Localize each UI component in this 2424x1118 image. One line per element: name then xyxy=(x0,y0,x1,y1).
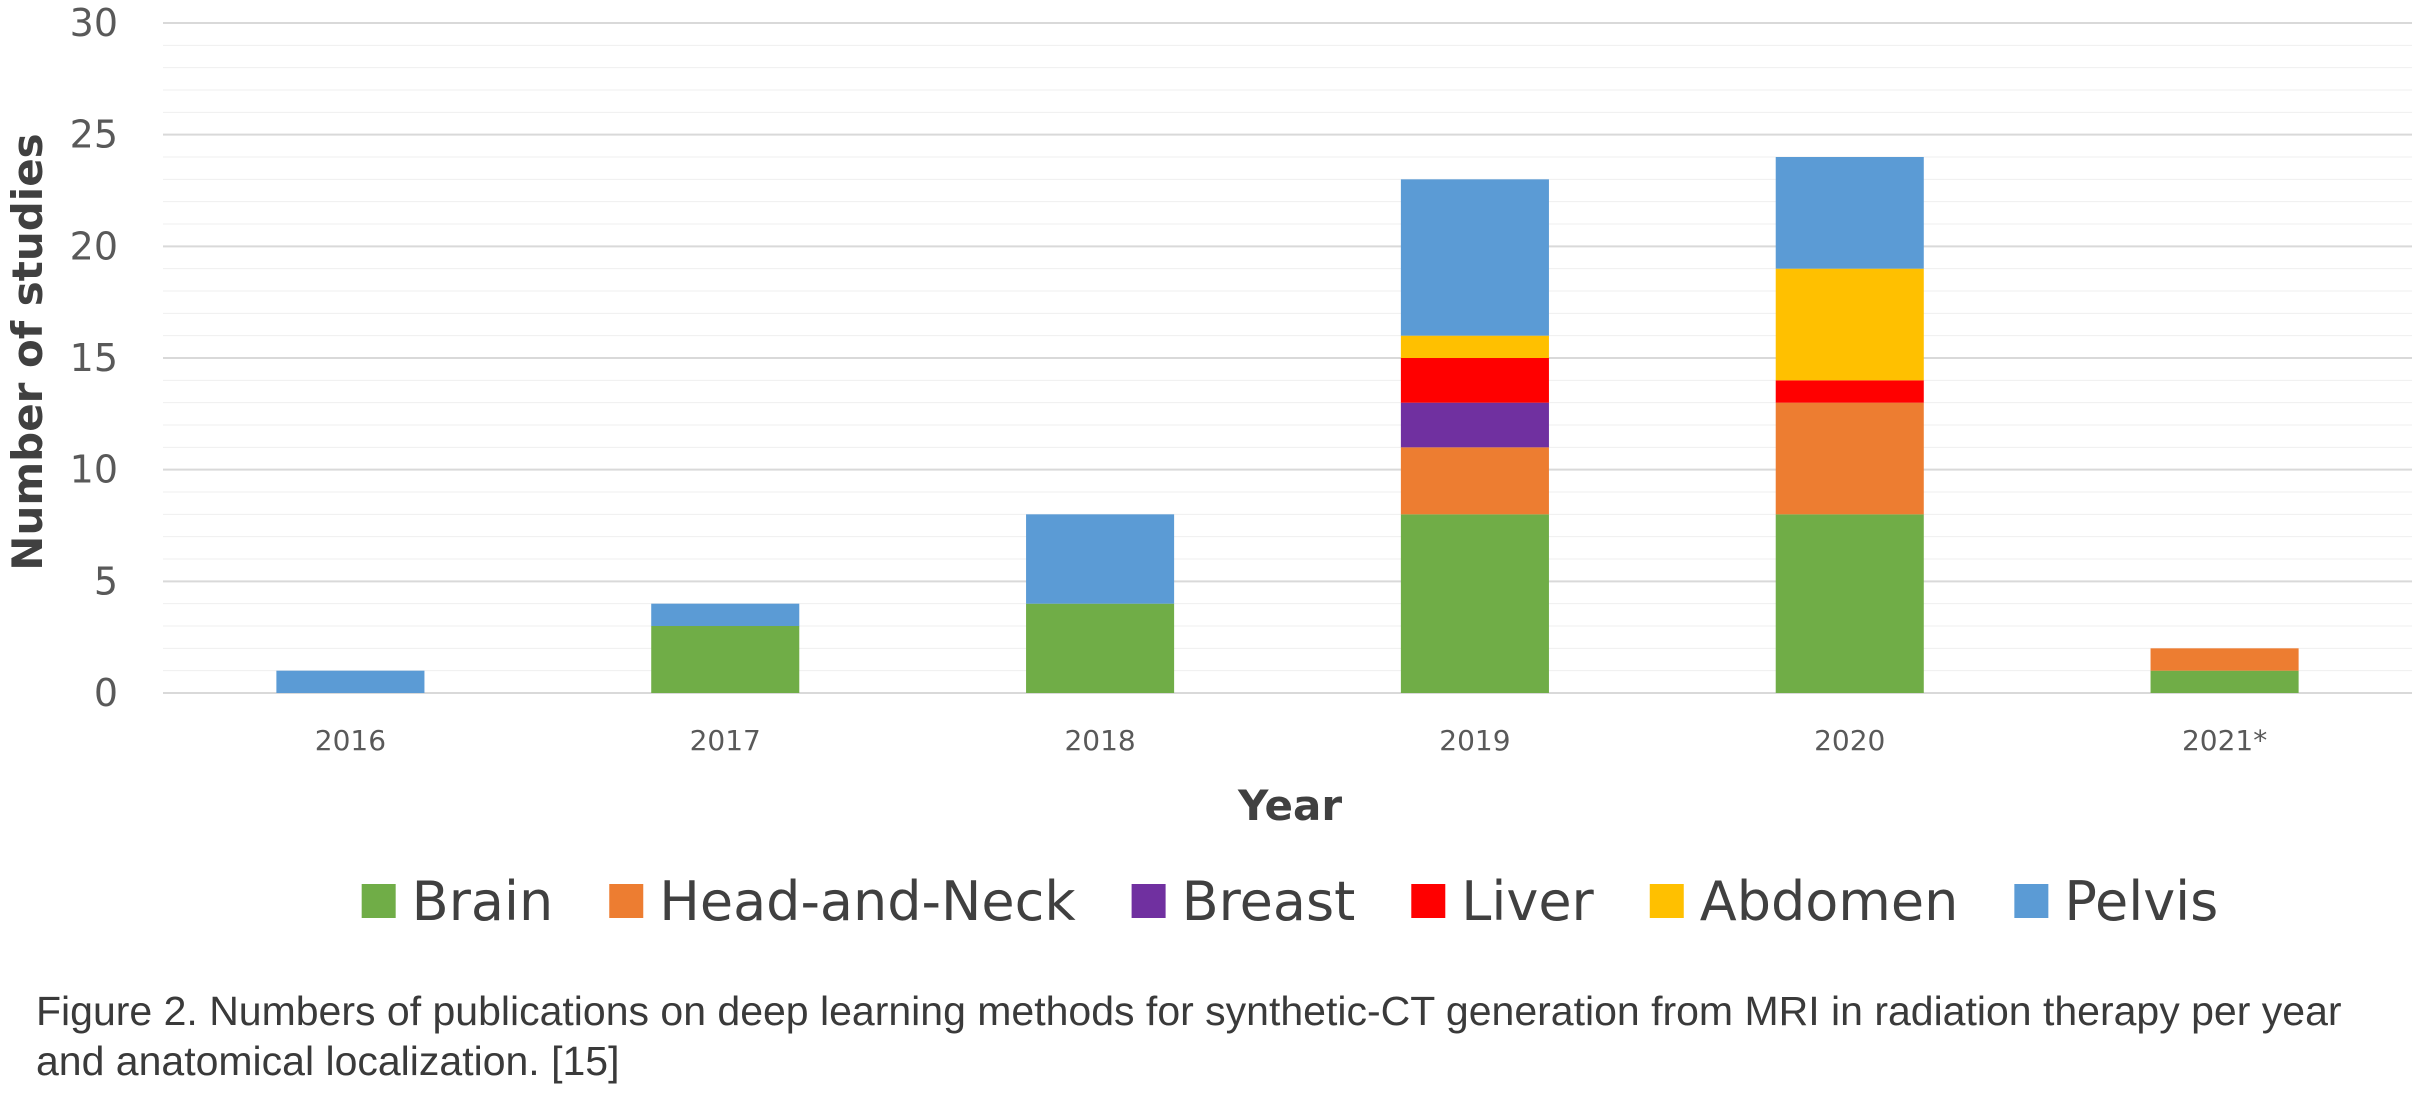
legend-swatch xyxy=(2014,884,2049,918)
bar-segment-head-and-neck xyxy=(2150,648,2299,671)
x-tick-label: 2021* xyxy=(2182,724,2267,757)
bar-segment-liver xyxy=(1775,380,1924,403)
bar-segment-head-and-neck xyxy=(1775,402,1924,515)
bar-segment-brain xyxy=(1026,603,1175,693)
legend-item: Pelvis xyxy=(2014,870,2218,933)
x-tick-label: 2017 xyxy=(690,724,761,757)
bar-segment-pelvis xyxy=(1026,514,1175,604)
legend-swatch xyxy=(1411,884,1446,918)
legend-label: Pelvis xyxy=(2064,870,2218,933)
gridlines xyxy=(163,22,2412,672)
y-tick-label: 0 xyxy=(94,671,118,715)
bar-segment-pelvis xyxy=(276,670,425,693)
legend-label: Head-and-Neck xyxy=(659,870,1076,933)
legend-swatch xyxy=(1131,884,1166,918)
y-tick-label: 25 xyxy=(70,113,118,157)
x-tick-label: 2018 xyxy=(1064,724,1135,757)
bar-segment-brain xyxy=(1400,514,1549,693)
y-axis-title: Number of studies xyxy=(3,133,52,570)
legend-item: Breast xyxy=(1131,870,1356,933)
legend-label: Liver xyxy=(1461,870,1594,933)
bar-segment-pelvis xyxy=(651,603,800,626)
y-tick-label: 15 xyxy=(70,336,118,380)
legend-swatch xyxy=(1649,884,1684,918)
y-tick-label: 20 xyxy=(70,224,118,268)
y-axis-ticks: 0 5 10 15 20 25 30 xyxy=(70,1,118,715)
bar-segment-abdomen xyxy=(1400,335,1549,358)
legend-label: Abdomen xyxy=(1700,870,1959,933)
bar-segment-pelvis xyxy=(1775,157,1924,269)
bars xyxy=(276,157,2299,693)
x-tick-label: 2020 xyxy=(1814,724,1885,757)
legend-item: Abdomen xyxy=(1649,870,1959,933)
x-tick-label: 2019 xyxy=(1439,724,1510,757)
legend-label: Brain xyxy=(412,870,554,933)
bar-segment-head-and-neck xyxy=(1400,447,1549,515)
legend-label: Breast xyxy=(1182,870,1356,933)
stacked-bar-chart: 0 5 10 15 20 25 30 2016 2017 2018 2019 2020 2021* Y… xyxy=(3,1,2412,933)
x-axis-title: Year xyxy=(1237,781,1342,830)
x-tick-label: 2016 xyxy=(315,724,386,757)
y-tick-label: 5 xyxy=(94,559,118,603)
bar-segment-brain xyxy=(1775,514,1924,693)
figure-caption: Figure 2. Numbers of publications on dee… xyxy=(36,988,2342,1084)
bar-segment-pelvis xyxy=(1400,179,1549,336)
x-axis-ticks: 2016 2017 2018 2019 2020 2021* xyxy=(315,724,2267,757)
bar-segment-brain xyxy=(2150,670,2299,693)
legend-item: Head-and-Neck xyxy=(609,870,1076,933)
bar-segment-abdomen xyxy=(1775,268,1924,381)
legend: Brain Head-and-Neck Breast Liver Abdomen Pelv… xyxy=(361,870,2218,933)
y-tick-label: 10 xyxy=(70,448,118,492)
legend-swatch xyxy=(361,884,396,918)
y-tick-label: 30 xyxy=(70,1,118,45)
legend-item: Liver xyxy=(1411,870,1595,933)
bar-segment-breast xyxy=(1400,402,1549,448)
legend-swatch xyxy=(609,884,644,918)
legend-item: Brain xyxy=(361,870,554,933)
bar-segment-liver xyxy=(1400,358,1549,403)
bar-segment-brain xyxy=(651,626,800,693)
